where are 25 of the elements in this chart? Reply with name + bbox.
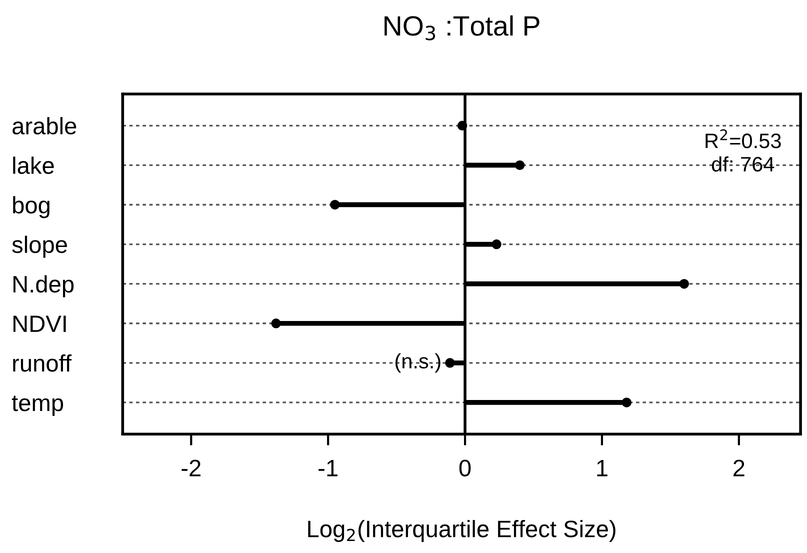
y-tick-label: runoff: [13, 354, 72, 372]
y-tick-label: bog: [13, 196, 50, 218]
x-tick-label: -2: [182, 460, 200, 476]
point: [271, 318, 281, 328]
x-tick-label: 1: [597, 460, 608, 476]
point: [445, 358, 455, 368]
y-tick-label: lake: [13, 156, 54, 174]
x-tick-label: 0: [459, 460, 471, 476]
y-tick-label: NDVI: [13, 316, 66, 332]
x-tick-label: -1: [318, 460, 338, 476]
y-tick-label: arable: [12, 117, 76, 134]
point: [457, 120, 468, 131]
annotation: R$^{2}$=0.53 df: 764: [706, 129, 781, 172]
y-tick-label: N.dep: [13, 275, 74, 298]
point: [679, 278, 689, 289]
y-tick-label: slope: [12, 236, 67, 258]
x-axis-title: Log$_{2}$(Interquartile Effect Size): [308, 520, 616, 542]
y-tick-label: temp: [12, 396, 64, 416]
chart-title: NO$_{3}$ :Total P: [384, 15, 540, 40]
point: [514, 160, 525, 170]
x-tick-label: 2: [734, 460, 744, 476]
annotation: (n.s.): [395, 353, 440, 373]
point: [330, 200, 340, 210]
point: [622, 398, 632, 408]
point: [492, 239, 502, 250]
